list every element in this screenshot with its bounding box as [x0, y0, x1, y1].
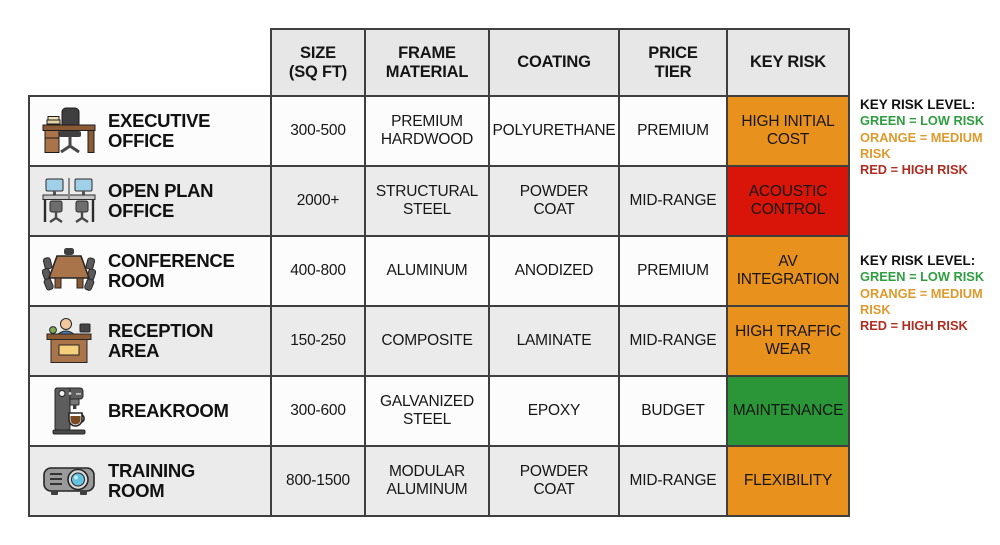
open-plan-workstations-icon	[40, 174, 98, 228]
legend-item-green: GREEN = LOW RISK	[860, 113, 985, 129]
cell-key-risk: HIGH INITIAL COST	[728, 97, 848, 165]
cell-size: 800-1500	[272, 447, 364, 515]
cell-size: 2000+	[272, 167, 364, 235]
legend-item-red: RED = HIGH RISK	[860, 162, 968, 178]
header-coating: COATING	[490, 30, 618, 95]
room-name: RECEPTION AREA	[108, 320, 214, 361]
cell-frame: COMPOSITE	[366, 307, 488, 375]
table-row-label-breakroom: BREAKROOM	[30, 377, 270, 445]
table-row-label-open-plan-office: OPEN PLAN OFFICE	[30, 167, 270, 235]
cell-key-risk: FLEXIBILITY	[728, 447, 848, 515]
room-name: CONFERENCE ROOM	[108, 250, 235, 291]
legend-title: KEY RISK LEVEL:	[860, 97, 976, 112]
cell-coating: POWDER COAT	[490, 167, 618, 235]
conference-table-icon	[40, 244, 98, 298]
executive-office-desk-icon	[40, 104, 98, 158]
cell-coating: ANODIZED	[490, 237, 618, 305]
cell-price: PREMIUM	[620, 97, 726, 165]
header-key-risk: KEY RISK	[728, 30, 848, 95]
cell-coating: LAMINATE	[490, 307, 618, 375]
cell-coating: POWDER COAT	[490, 447, 618, 515]
cell-key-risk: HIGH TRAFFIC WEAR	[728, 307, 848, 375]
table-row-label-conference-room: CONFERENCE ROOM	[30, 237, 270, 305]
key-risk-legend-top: KEY RISK LEVEL: GREEN = LOW RISK ORANGE …	[860, 96, 998, 179]
room-name: TRAINING ROOM	[108, 460, 196, 501]
cell-price: BUDGET	[620, 377, 726, 445]
cell-size: 300-600	[272, 377, 364, 445]
header-size: SIZE (SQ FT)	[272, 30, 364, 95]
cell-key-risk: AV INTEGRATION	[728, 237, 848, 305]
legend-title: KEY RISK LEVEL:	[860, 253, 976, 268]
legend-item-red: RED = HIGH RISK	[860, 318, 968, 334]
legend-item-orange: ORANGE = MEDIUM RISK	[860, 129, 983, 162]
table-row-label-training-room: TRAINING ROOM	[30, 447, 270, 515]
cell-price: MID-RANGE	[620, 167, 726, 235]
comparison-table: EXECUTIVE OFFICE 300-500 PREMIUM HARDWOO…	[28, 95, 850, 517]
cell-size: 400-800	[272, 237, 364, 305]
cell-frame: ALUMINUM	[366, 237, 488, 305]
cell-coating: POLYURETHANE	[490, 97, 618, 165]
table-row-label-reception-area: RECEPTION AREA	[30, 307, 270, 375]
cell-key-risk: MAINTENANCE	[728, 377, 848, 445]
reception-desk-icon	[40, 314, 98, 368]
header-frame-material: FRAME MATERIAL	[366, 30, 488, 95]
room-name: BREAKROOM	[108, 400, 229, 422]
cell-price: MID-RANGE	[620, 307, 726, 375]
coffee-machine-icon	[40, 384, 98, 438]
cell-frame: PREMIUM HARDWOOD	[366, 97, 488, 165]
room-name: OPEN PLAN OFFICE	[108, 180, 214, 221]
legend-item-orange: ORANGE = MEDIUM RISK	[860, 285, 983, 318]
cell-price: MID-RANGE	[620, 447, 726, 515]
cell-frame: MODULAR ALUMINUM	[366, 447, 488, 515]
room-name: EXECUTIVE OFFICE	[108, 110, 211, 151]
table-header-row: SIZE (SQ FT) FRAME MATERIAL COATING PRIC…	[270, 28, 850, 97]
legend-item-green: GREEN = LOW RISK	[860, 269, 985, 285]
cell-key-risk: ACOUSTIC CONTROL	[728, 167, 848, 235]
header-price-tier: PRICE TIER	[620, 30, 726, 95]
cell-frame: STRUCTURAL STEEL	[366, 167, 488, 235]
key-risk-legend-bottom: KEY RISK LEVEL: GREEN = LOW RISK ORANGE …	[860, 252, 998, 335]
projector-icon	[40, 454, 98, 508]
table-row-label-executive-office: EXECUTIVE OFFICE	[30, 97, 270, 165]
cell-price: PREMIUM	[620, 237, 726, 305]
cell-coating: EPOXY	[490, 377, 618, 445]
cell-size: 300-500	[272, 97, 364, 165]
cell-frame: GALVANIZED STEEL	[366, 377, 488, 445]
cell-size: 150-250	[272, 307, 364, 375]
